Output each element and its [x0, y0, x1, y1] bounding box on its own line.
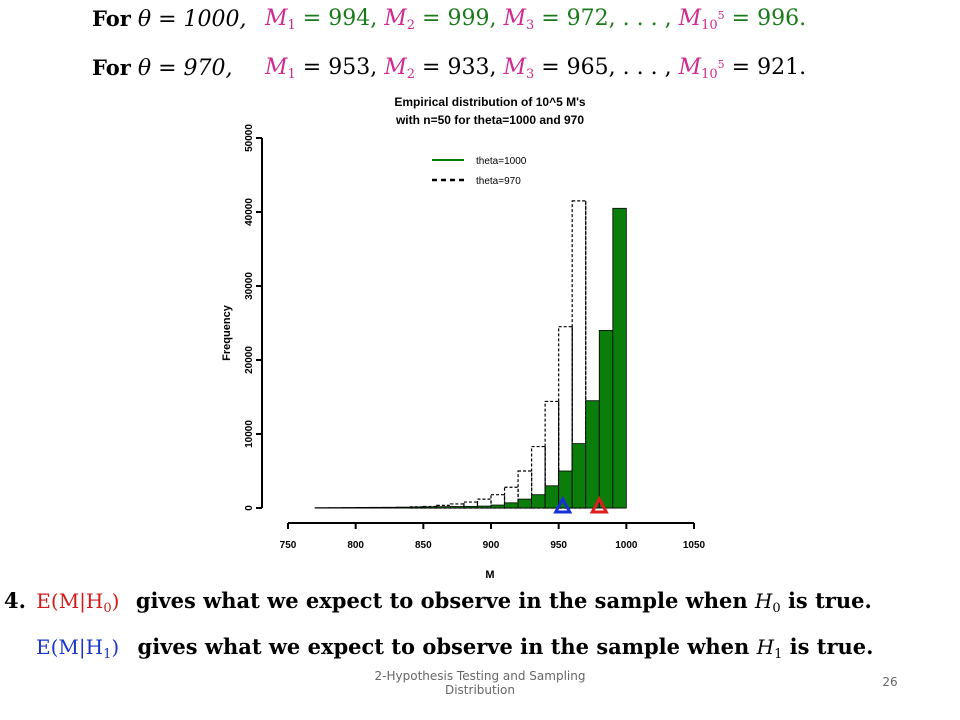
y-tick-label: 30000 [244, 272, 255, 300]
h0-symbol: H [754, 589, 773, 613]
bar-theta-1000 [490, 504, 505, 509]
m2-symbol-2: M [384, 55, 407, 80]
mn-sub-2: 10 [701, 67, 718, 82]
y-tick-label: 10000 [244, 420, 255, 448]
statement-h0-tail: is true. [780, 588, 872, 613]
m3-value-2: = 965, . . . , [534, 55, 679, 80]
statement-h0-text: gives what we expect to observe in the s… [135, 588, 755, 613]
bar-theta-1000 [477, 505, 492, 509]
m2-value-2: = 933, [415, 55, 504, 80]
bar-theta-1000 [382, 506, 397, 509]
mn-value: = 996. [724, 6, 807, 31]
series-theta-970 [409, 200, 587, 509]
m3-value: = 972, . . . , [534, 6, 679, 31]
bar-theta-1000 [368, 506, 384, 509]
m3-symbol: M [503, 6, 526, 31]
mn-sup-2: 5 [717, 58, 725, 71]
for-label: For [92, 6, 131, 31]
x-tick-label: 800 [347, 540, 364, 551]
legend-label-theta-970: theta=970 [476, 176, 521, 187]
bar-theta-1000 [571, 443, 587, 509]
bar-theta-1000 [612, 207, 627, 509]
statement-h1: E(M|H1) gives what we expect to observe … [36, 634, 874, 662]
for-label-2: For [92, 55, 131, 80]
chart-title-line1: Empirical distribution of 10^5 M's [394, 95, 586, 109]
x-axis-label: M [485, 569, 494, 581]
statement-h0: 4. E(M|H0) gives what we expect to obser… [4, 588, 872, 616]
m1-value: = 994, [295, 6, 385, 31]
bar-theta-1000 [341, 507, 357, 509]
y-axis: 0 10000 20000 30000 40000 50000 [244, 124, 263, 511]
mn-symbol-2: M [678, 55, 702, 80]
bar-theta-1000 [409, 506, 424, 509]
expectation-markers [553, 495, 609, 514]
x-tick-label: 850 [415, 540, 432, 551]
chart-title-line2: with n=50 for theta=1000 and 970 [395, 113, 584, 127]
footer-title: 2-Hypothesis Testing and Sampling Distri… [374, 669, 586, 697]
bar-theta-1000 [504, 502, 519, 509]
bar-theta-1000 [355, 507, 370, 509]
bar-theta-1000 [544, 485, 560, 509]
theta-970-values: M1 = 953, M2 = 933, M3 = 965, . . . , M1… [265, 55, 807, 82]
red-triangle-marker [589, 495, 609, 514]
m3-symbol-2: M [503, 55, 526, 80]
statement-h1-text: gives what we expect to observe in the s… [137, 634, 757, 659]
m1-symbol: M [265, 6, 288, 31]
mn-value-2: = 921. [724, 55, 807, 80]
bar-theta-1000 [598, 329, 614, 509]
y-tick-label: 50000 [244, 124, 255, 152]
theta-970-eq: θ = 970, [137, 56, 233, 81]
statement-h1-tail: is true. [782, 634, 874, 659]
legend-label-theta-1000: theta=1000 [476, 156, 527, 167]
bar-theta-1000 [531, 494, 546, 509]
mn-symbol: M [678, 6, 702, 31]
y-tick-label: 20000 [244, 346, 255, 374]
bar-theta-1000 [395, 506, 411, 509]
x-tick-label: 950 [550, 540, 567, 551]
mn-sup: 5 [717, 9, 725, 22]
bar-theta-1000 [517, 498, 533, 509]
bar-theta-1000 [585, 400, 600, 509]
mn-sub: 10 [701, 18, 718, 33]
expectation-h1: E(M|H1) [36, 635, 120, 662]
x-tick-label: 1000 [615, 540, 638, 551]
m2-symbol: M [384, 6, 407, 31]
bar-theta-1000 [463, 505, 478, 509]
expectation-h0: E(M|H0) [36, 589, 120, 616]
x-tick-label: 1050 [683, 540, 706, 551]
bar-theta-1000 [449, 506, 465, 509]
theta-970-line: For θ = 970, [92, 55, 233, 81]
m1-symbol-2: M [265, 55, 288, 80]
x-tick-label: 750 [280, 540, 297, 551]
blue-triangle-marker [553, 495, 573, 514]
y-tick-label: 40000 [244, 198, 255, 226]
x-tick-label: 900 [483, 540, 500, 551]
chart-legend: theta=1000 theta=970 [432, 156, 527, 187]
bar-theta-1000 [436, 506, 451, 509]
h1-symbol: H [756, 635, 775, 659]
page-number: 26 [882, 675, 898, 689]
bar-theta-970 [490, 494, 506, 509]
series-theta-1000 [314, 207, 627, 509]
theta-1000-values: M1 = 994, M2 = 999, M3 = 972, . . . , M1… [265, 6, 807, 33]
bar-theta-1000 [422, 506, 438, 509]
y-axis-label: Frequency [221, 304, 233, 361]
item-number: 4. [4, 588, 26, 613]
histogram-chart: Empirical distribution of 10^5 M's with … [221, 95, 706, 581]
x-axis: 750 800 850 900 950 1000 1050 [280, 507, 706, 551]
y-tick-label: 0 [244, 505, 255, 511]
m1-value-2: = 953, [295, 55, 385, 80]
m2-value: = 999, [415, 6, 504, 31]
theta-1000-line: For θ = 1000, [92, 6, 247, 32]
bar-theta-970 [476, 498, 492, 509]
theta-1000-eq: θ = 1000, [137, 7, 247, 32]
